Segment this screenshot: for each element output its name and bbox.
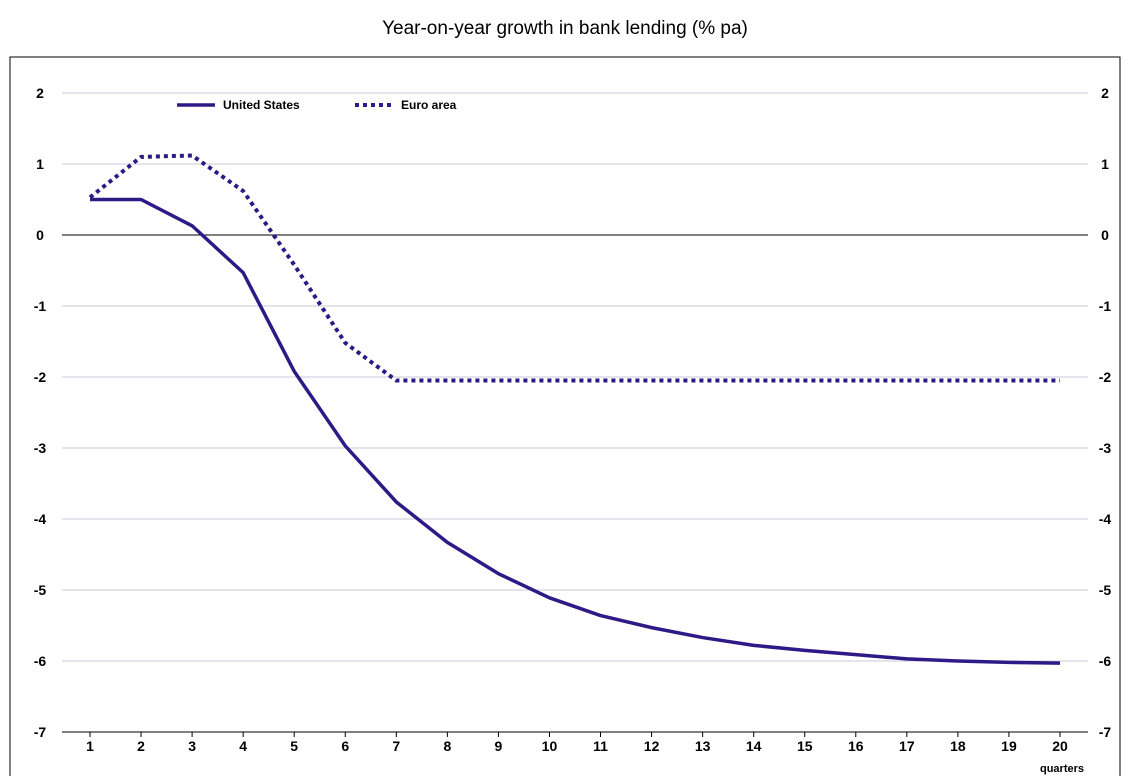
x-tick-label: 15: [797, 738, 813, 754]
x-tick-label: 14: [746, 738, 762, 754]
x-tick-label: 4: [239, 738, 247, 754]
y-tick-label-left: -1: [34, 298, 47, 314]
x-tick-label: 6: [341, 738, 349, 754]
y-tick-label-right: -6: [1099, 653, 1112, 669]
x-tick-label: 17: [899, 738, 915, 754]
y-tick-label-right: -1: [1099, 298, 1112, 314]
y-tick-label-right: -3: [1099, 440, 1112, 456]
x-tick-label: 3: [188, 738, 196, 754]
y-tick-label-left: -4: [34, 511, 47, 527]
series-lines: [88, 153, 1061, 665]
y-tick-label-right: 1: [1101, 156, 1109, 172]
y-tick-label-left: -6: [34, 653, 47, 669]
y-tick-label-left: -5: [34, 582, 47, 598]
y-tick-label-right: -2: [1099, 369, 1112, 385]
plot-frame: [9, 56, 1121, 776]
series-line-united-states: [90, 197, 1061, 665]
x-tick-label: 10: [542, 738, 558, 754]
y-tick-label-left: -3: [34, 440, 47, 456]
x-tick-label: 18: [950, 738, 966, 754]
legend-label: United States: [223, 98, 300, 112]
series-line-euro-area: [88, 153, 1060, 383]
x-tick-label: 1: [86, 738, 94, 754]
x-tick-label: 7: [392, 738, 400, 754]
legend: United States Euro area: [177, 98, 457, 112]
y-tick-label-right: -5: [1099, 582, 1112, 598]
x-tick-label: 16: [848, 738, 864, 754]
y-tick-label-left: 2: [36, 85, 44, 101]
x-tick-label: 9: [495, 738, 503, 754]
y-tick-label-left: 1: [36, 156, 44, 172]
y-tick-label-left: -2: [34, 369, 47, 385]
x-tick-label: 13: [695, 738, 711, 754]
x-tick-label: 19: [1001, 738, 1017, 754]
y-tick-label-right: -7: [1099, 724, 1112, 740]
x-tick-label: 5: [290, 738, 298, 754]
gridlines: [62, 92, 1088, 662]
y-tick-label-right: 0: [1101, 227, 1109, 243]
y-tick-label-right: -4: [1099, 511, 1112, 527]
x-tick-label: 8: [443, 738, 451, 754]
x-tick-label: 2: [137, 738, 145, 754]
legend-label: Euro area: [401, 98, 457, 112]
x-tick-label: 11: [593, 738, 608, 754]
y-tick-label-left: 0: [36, 227, 44, 243]
y-tick-label-right: 2: [1101, 85, 1109, 101]
chart-title: Year-on-year growth in bank lending (% p…: [382, 18, 748, 39]
x-tick-label: 12: [644, 738, 660, 754]
y-tick-label-left: -7: [34, 724, 47, 740]
x-axis-unit-label: quarters: [1040, 763, 1084, 775]
x-tick-label: 20: [1052, 738, 1068, 754]
axis-ticks: 2 21 10 0-1 -1-2 -2-3 -3-4 -4-5 -5-6 -6-7 -71 2 3 4 5 6…: [34, 85, 1112, 754]
